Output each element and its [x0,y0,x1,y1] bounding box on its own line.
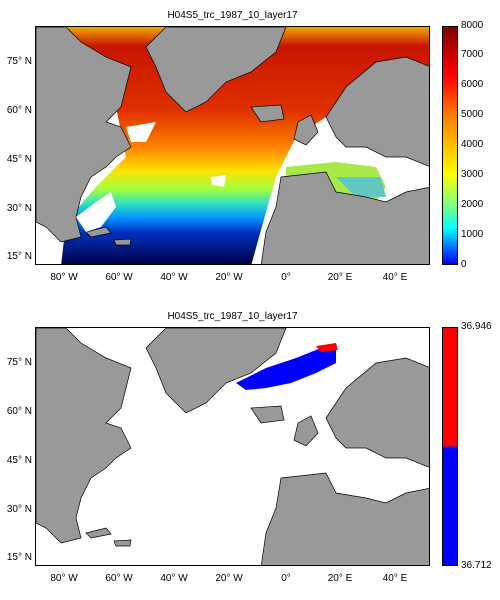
top-map[interactable] [35,26,430,265]
top-lon-tick: 60° W [105,272,133,283]
bottom-lon-tick: 80° W [50,573,78,584]
top-colorbar-tick: 3000 [461,169,484,180]
top-lat-tick: 45° N [6,154,32,165]
top-lon-tick: 40° E [382,272,408,283]
top-colorbar-tick: 7000 [461,49,484,60]
top-colorbar-tick: 6000 [461,79,484,90]
bottom-lat-tick: 60° N [6,406,32,417]
bottom-lon-tick: 20° E [327,573,353,584]
bottom-lat-tick: 30° N [6,504,32,515]
top-colorbar-tick: 2000 [461,199,484,210]
top-lon-tick: 80° W [50,272,78,283]
bottom-land [36,328,429,565]
bottom-colorbar-tick: 36.712 [461,560,492,571]
bottom-colorbar-tick: 36.946 [461,321,492,332]
top-land [36,27,429,264]
bottom-lat-tick: 15° N [6,552,32,563]
bottom-map-title: H04S5_trc_1987_10_layer17 [167,311,298,322]
top-colorbar-tick: 4000 [461,139,484,150]
top-colorbar-tick: 0 [461,259,467,270]
bottom-map[interactable] [35,327,430,566]
bottom-lat-tick: 75° N [6,357,32,368]
top-lon-tick: 40° W [160,272,188,283]
bottom-map-svg [36,328,429,565]
top-colorbar-tick: 8000 [461,20,484,31]
bottom-lon-tick: 40° E [382,573,408,584]
top-map-svg [36,27,429,264]
bottom-lon-tick: 40° W [160,573,188,584]
top-colorbar-tick: 1000 [461,229,484,240]
top-field [61,27,429,264]
top-lat-tick: 30° N [6,203,32,214]
top-lon-tick: 0° [281,272,291,283]
top-lat-tick: 15° N [6,251,32,262]
top-lon-tick: 20° E [327,272,353,283]
top-lon-tick: 20° W [215,272,243,283]
top-map-title: H04S5_trc_1987_10_layer17 [167,10,298,21]
bottom-lon-tick: 0° [281,573,291,584]
top-lat-tick: 75° N [6,56,32,67]
bottom-lon-tick: 20° W [215,573,243,584]
top-colorbar-tick: 5000 [461,109,484,120]
bottom-colorbar [442,327,458,566]
top-colorbar [442,26,458,265]
top-lat-tick: 60° N [6,105,32,116]
bottom-lon-tick: 60° W [105,573,133,584]
bottom-field [236,343,338,390]
bottom-lat-tick: 45° N [6,455,32,466]
top-nodata [76,122,226,232]
